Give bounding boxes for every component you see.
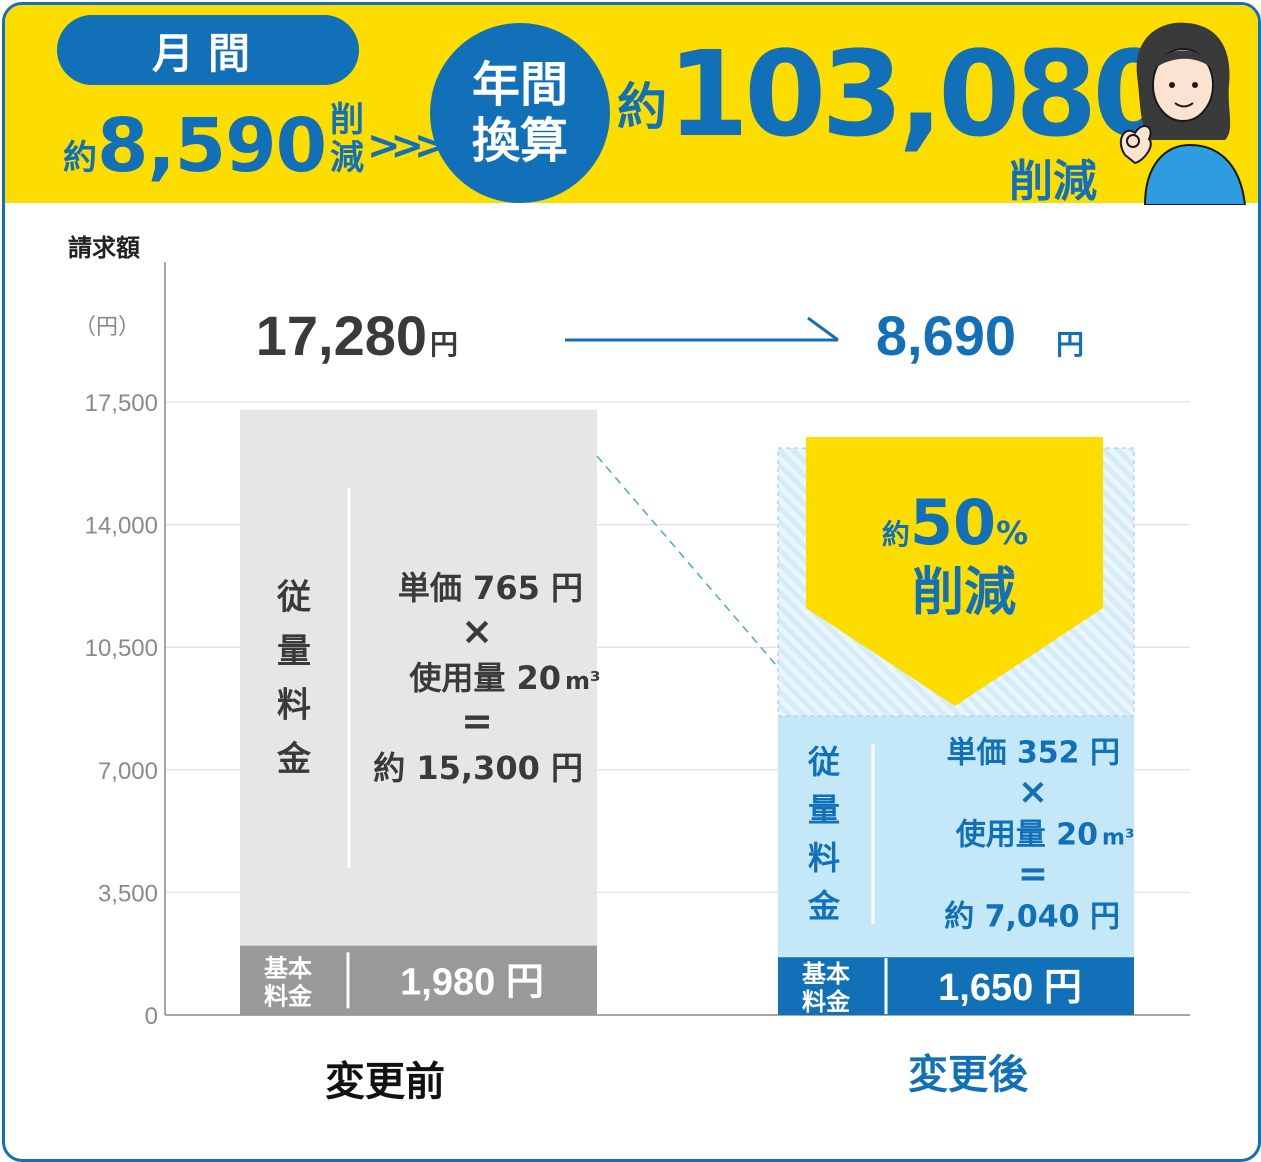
usage-unit: m³	[565, 667, 601, 695]
usage-formula-line: 単価 765 円	[398, 569, 583, 607]
after-total-unit: 円	[1056, 328, 1084, 361]
annual-reduction-text: 削減	[1009, 156, 1097, 207]
usage-formula-line: =	[1018, 853, 1048, 894]
y-tick-label: 0	[145, 1003, 158, 1030]
reduction-percent-text: 約50%	[882, 486, 1028, 559]
y-axis-label: 請求額	[68, 234, 140, 262]
bar-base-after	[778, 957, 1134, 1015]
usage-formula-line: ×	[461, 609, 493, 653]
base-label-line-2: 料金	[264, 982, 313, 1010]
usage-label-char: 料	[277, 686, 311, 726]
annual-badge-line-1: 年間	[471, 57, 568, 113]
base-label-line-2: 料金	[802, 988, 851, 1016]
annual-badge-line-2: 換算	[471, 113, 568, 169]
base-amount: 1,980 円	[400, 961, 544, 1003]
annual-badge: 年間 換算	[430, 23, 610, 203]
bar-usage-before	[240, 409, 597, 946]
reduction-percent: 50	[910, 486, 996, 559]
reduction-word: 削減	[912, 563, 1016, 623]
usage-formula-line: =	[461, 699, 493, 743]
base-amount: 1,650 円	[938, 967, 1082, 1009]
reduction-guide-line	[596, 455, 777, 666]
monthly-label: 月間	[57, 15, 359, 85]
bar-usage-after	[778, 710, 1134, 958]
monthly-amount: 8,590	[97, 103, 327, 189]
usage-label-char: 従	[807, 743, 840, 781]
woman-ok-gesture-icon	[1119, 22, 1247, 205]
usage-label-char: 金	[276, 740, 312, 780]
before-total-unit: 円	[430, 328, 458, 361]
reduction-arrow	[806, 437, 1103, 706]
monthly-prefix: 約	[63, 138, 97, 178]
usage-unit: m³	[1102, 825, 1135, 850]
y-axis-unit: （円）	[74, 315, 140, 340]
before-total: 17,280	[256, 304, 427, 367]
base-label-line-1: 基本	[802, 960, 850, 988]
y-tick-label: 10,500	[85, 635, 158, 662]
y-tick-label: 3,500	[98, 880, 158, 907]
usage-formula-line: 使用量 20	[408, 659, 561, 697]
usage-label-char: 量	[277, 632, 311, 672]
savings-banner: 月間 約 8,590 削 減 >>> 年間 換算 約 103,080 円 削減	[5, 5, 1258, 207]
base-label-line-1: 基本	[264, 954, 312, 982]
usage-formula-line: 使用量 20	[955, 817, 1098, 852]
usage-formula-line: 単価 352 円	[946, 735, 1120, 770]
category-label-after: 変更後	[908, 1052, 1029, 1098]
annual-amount: 103,080	[667, 25, 1174, 163]
monthly-reduction-char-2: 減	[330, 138, 364, 178]
usage-formula-line: ×	[1018, 771, 1048, 812]
after-total: 8,690	[876, 304, 1016, 367]
usage-label-char: 従	[276, 578, 311, 618]
usage-label-char: 金	[807, 887, 841, 925]
category-label-before: 変更前	[325, 1059, 445, 1105]
y-tick-label: 14,000	[85, 513, 158, 540]
reduction-percent-sign: %	[996, 514, 1028, 552]
total-arrow-head	[807, 316, 839, 342]
usage-formula-line: 約 7,040 円	[944, 899, 1120, 934]
usage-label-char: 料	[808, 839, 840, 877]
monthly-reduction-char-1: 削	[330, 100, 364, 140]
bar-base-before	[240, 945, 597, 1015]
y-tick-label: 17,500	[85, 390, 158, 417]
usage-label-char: 量	[808, 791, 840, 829]
annual-prefix: 約	[617, 78, 667, 136]
monthly-reduction-text: 削 減	[327, 101, 367, 177]
reduction-prefix: 約	[882, 518, 910, 551]
y-tick-labels: 0 3,500 7,000 10,500 14,000 17,500	[85, 390, 158, 1030]
usage-formula-line: 約 15,300 円	[373, 749, 583, 787]
y-tick-label: 7,000	[98, 758, 158, 785]
monthly-savings: 約 8,590	[63, 103, 327, 189]
